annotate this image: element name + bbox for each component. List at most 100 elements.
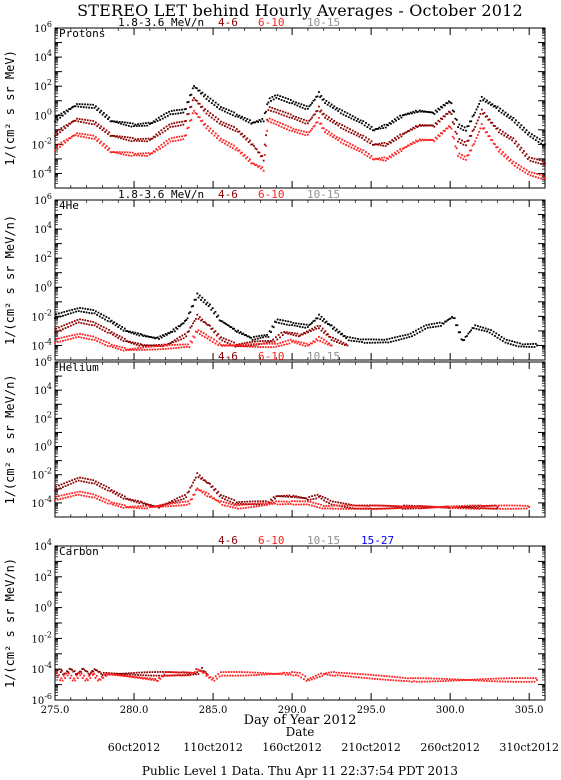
data-point bbox=[462, 143, 465, 146]
data-point bbox=[474, 111, 477, 114]
data-point bbox=[188, 312, 190, 315]
data-point bbox=[82, 667, 85, 670]
data-point bbox=[251, 340, 254, 343]
data-point bbox=[150, 344, 153, 347]
data-point bbox=[283, 494, 286, 497]
footer-note: Public Level 1 Data. Thu Apr 11 22:37:54… bbox=[142, 764, 458, 778]
data-point bbox=[159, 345, 162, 348]
data-point bbox=[127, 672, 130, 675]
data-point bbox=[407, 144, 409, 147]
data-point bbox=[297, 102, 300, 105]
data-point bbox=[243, 671, 246, 674]
data-point bbox=[129, 330, 131, 333]
data-point bbox=[108, 499, 110, 502]
data-point bbox=[462, 678, 464, 681]
data-point bbox=[247, 141, 250, 143]
data-point bbox=[191, 112, 194, 115]
data-point bbox=[329, 336, 332, 338]
data-point bbox=[358, 504, 361, 507]
data-point bbox=[164, 116, 167, 119]
data-point bbox=[144, 674, 147, 677]
data-point bbox=[389, 141, 392, 144]
data-point bbox=[142, 505, 145, 507]
data-point bbox=[160, 344, 163, 347]
data-point bbox=[417, 125, 420, 128]
data-point bbox=[488, 680, 491, 682]
data-point bbox=[160, 675, 163, 678]
data-point bbox=[329, 324, 332, 327]
data-point bbox=[59, 498, 62, 501]
data-point bbox=[475, 108, 478, 111]
data-point bbox=[255, 148, 258, 151]
data-point bbox=[144, 137, 147, 140]
data-point bbox=[296, 671, 299, 674]
data-point bbox=[55, 313, 58, 316]
data-point bbox=[311, 327, 314, 330]
data-point bbox=[392, 340, 395, 343]
data-point bbox=[346, 335, 349, 338]
data-point bbox=[155, 345, 158, 347]
data-point bbox=[242, 674, 245, 677]
data-point bbox=[235, 128, 238, 130]
data-point bbox=[456, 678, 459, 681]
data-point bbox=[364, 505, 367, 507]
data-point bbox=[93, 338, 96, 341]
data-point bbox=[278, 124, 280, 127]
data-point bbox=[212, 677, 214, 680]
data-point bbox=[207, 492, 210, 495]
data-point bbox=[195, 87, 198, 90]
data-point bbox=[162, 675, 164, 678]
y-tick-label: 106 bbox=[34, 20, 52, 35]
data-point bbox=[378, 142, 381, 145]
data-point bbox=[234, 115, 237, 118]
data-point bbox=[255, 164, 258, 166]
data-point bbox=[104, 675, 107, 677]
data-point bbox=[146, 154, 149, 157]
data-point bbox=[368, 504, 371, 507]
y-tick-label: 10-2 bbox=[31, 467, 52, 482]
data-point bbox=[71, 334, 74, 337]
data-point bbox=[87, 319, 89, 322]
data-point bbox=[283, 100, 286, 102]
data-point bbox=[305, 342, 308, 345]
data-point bbox=[222, 107, 225, 109]
data-point bbox=[254, 346, 257, 348]
data-point bbox=[257, 151, 260, 154]
data-point bbox=[455, 505, 458, 508]
data-point bbox=[445, 102, 448, 105]
data-point bbox=[143, 676, 146, 679]
data-point bbox=[154, 150, 156, 153]
data-point bbox=[292, 503, 295, 506]
data-point bbox=[182, 111, 185, 114]
data-point bbox=[316, 339, 319, 342]
data-point bbox=[316, 317, 319, 320]
data-point bbox=[482, 127, 484, 130]
chart-title: STEREO LET behind Hourly Averages - Octo… bbox=[77, 1, 523, 20]
data-point bbox=[73, 308, 76, 311]
data-point bbox=[100, 140, 103, 143]
data-point bbox=[190, 325, 193, 328]
x-tick-label: 295.0 bbox=[357, 705, 386, 716]
data-point bbox=[239, 507, 242, 510]
data-point bbox=[316, 325, 319, 327]
data-point bbox=[129, 340, 131, 343]
data-point bbox=[387, 341, 390, 344]
data-point bbox=[226, 499, 229, 502]
data-point bbox=[314, 502, 317, 505]
data-point bbox=[87, 492, 89, 495]
data-point bbox=[340, 671, 343, 674]
data-point bbox=[161, 117, 164, 120]
data-point bbox=[166, 674, 168, 677]
data-point bbox=[61, 679, 64, 682]
data-point bbox=[462, 506, 465, 509]
data-point bbox=[64, 327, 67, 329]
data-point bbox=[335, 671, 338, 674]
data-point bbox=[355, 120, 358, 122]
data-point bbox=[239, 152, 242, 155]
data-point bbox=[389, 507, 392, 510]
data-point bbox=[430, 124, 433, 127]
data-point bbox=[101, 342, 104, 345]
data-point bbox=[281, 123, 284, 125]
data-point bbox=[122, 497, 125, 500]
y-axis-label: 1/(cm² s sr MeV) bbox=[3, 50, 17, 166]
